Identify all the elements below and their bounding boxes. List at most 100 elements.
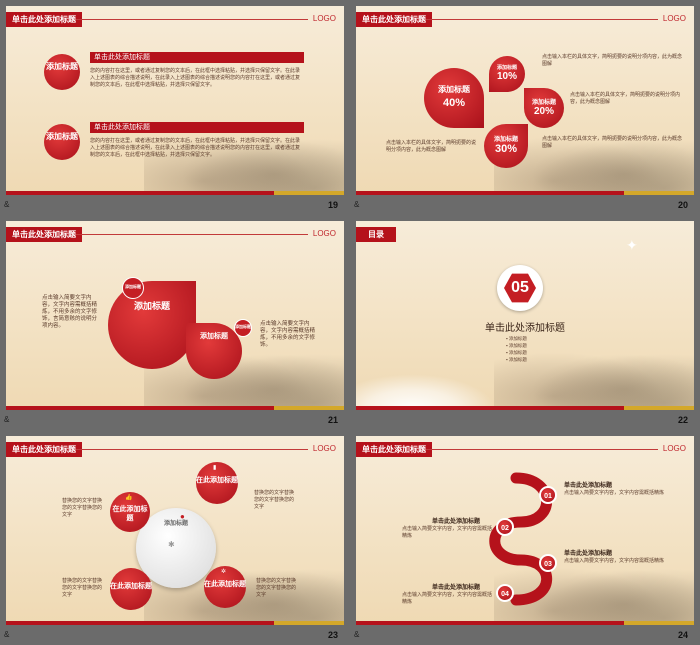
slide-number: 22	[677, 415, 688, 425]
number-ring: 05	[497, 265, 543, 311]
note-1: 点击输入本栏的具体文字，简明扼要的说明分项内容，此为概念图解	[542, 54, 683, 67]
small-drop: 添加标题	[186, 323, 242, 379]
section-bar-1: 单击此处添加标题	[90, 52, 304, 63]
paragraph-1: 您的内容打在这里，或者通过复制您的文本后，在此框中选择粘贴，并选择只保留文字。在…	[90, 68, 301, 88]
step-4-title: 单击此处添加标题	[432, 585, 481, 591]
title-rule	[76, 449, 308, 450]
big-drop: 添加标题	[108, 281, 196, 369]
toc-list: ▪ 添加标题 ▪ 添加标题 ▪ 添加标题 ▪ 添加标题	[506, 335, 527, 363]
slide-title: 单击此处添加标题	[6, 12, 82, 27]
slide-thumb-23[interactable]: 单击此处添加标题 LOGO 添加标题 ✱ ● 在此添加标题 👍 在此添加标题 ▮…	[0, 430, 350, 645]
bubble-4: 在此添加标题	[204, 566, 246, 608]
paragraph-2: 您的内容打在这里，或者通过复制您的文本后，在此框中选择粘贴，并选择只保留文字。在…	[90, 138, 301, 158]
slide-thumb-21[interactable]: 单击此处添加标题 LOGO 点击输入简要文字内容，文字内容需概括精炼，不用多余的…	[0, 215, 350, 430]
mountain-art	[494, 555, 694, 625]
title-rule	[76, 19, 308, 20]
thumb-caption: &	[4, 630, 10, 639]
title-rule	[76, 234, 308, 235]
lightbulb-icon: ✱	[168, 540, 175, 549]
center-wheel	[136, 508, 216, 588]
toc-item[interactable]: ▪ 添加标题	[506, 350, 527, 355]
slide-number: 20	[677, 200, 688, 210]
text-4: 替换您的文字替换您的文字替换您的文字	[256, 578, 297, 598]
dove-icon: ✦	[626, 237, 638, 253]
slide-thumb-20[interactable]: 单击此处添加标题 LOGO 添加标题 40% 添加标题 10% 添加标题 20%…	[350, 0, 700, 215]
mountain-art	[144, 125, 344, 195]
bottom-bar	[6, 191, 344, 195]
pct-30-label: 添加标题	[493, 137, 518, 143]
slide-thumb-19[interactable]: 单击此处添加标题 LOGO 添加标题 单击此处添加标题 您的内容打在这里，或者通…	[0, 0, 350, 215]
slide-number: 21	[327, 415, 338, 425]
pct-40-bubble: 添加标题 40%	[424, 68, 484, 128]
logo: LOGO	[312, 229, 336, 238]
text-2: 替换您的文字替换您的文字替换您的文字	[254, 490, 295, 510]
toc-tag: 目录	[356, 227, 396, 242]
slide-21[interactable]: 单击此处添加标题 LOGO 点击输入简要文字内容，文字内容需概括精炼，不用多余的…	[6, 221, 344, 410]
logo: LOGO	[312, 444, 336, 453]
slide-23[interactable]: 单击此处添加标题 LOGO 添加标题 ✱ ● 在此添加标题 👍 在此添加标题 ▮…	[6, 436, 344, 625]
logo: LOGO	[662, 14, 686, 23]
toc-item[interactable]: ▪ 添加标题	[506, 343, 527, 348]
thumbs-up-icon: 👍	[125, 495, 133, 501]
chart-icon: ▮	[213, 465, 217, 471]
pct-40-label: 添加标题	[438, 85, 470, 94]
note-2: 点击输入本栏的具体文字，简明扼要的说明分项内容，此为概念图解	[570, 92, 681, 105]
pct-10-label: 添加标题	[496, 65, 517, 71]
big-drop-title: 添加标题	[133, 301, 170, 311]
bottom-bar	[356, 191, 694, 195]
pct-20-value: 20%	[533, 106, 554, 117]
pct-10-bubble: 添加标题 10%	[489, 56, 525, 92]
center-label: 添加标题	[164, 521, 189, 527]
small-tag-1: 添加标题	[122, 277, 144, 299]
mountain-art	[494, 340, 694, 410]
small-tag-2: 添加标题	[234, 319, 252, 337]
bottom-bar	[6, 621, 344, 625]
logo: LOGO	[662, 444, 686, 453]
slide-22[interactable]: 目录 ✦ 05 单击此处添加标题 ▪ 添加标题 ▪ 添加标题 ▪ 添加标题 ▪ …	[356, 221, 694, 410]
bubble-1: 在此添加标题	[110, 492, 150, 532]
step-03: 03	[539, 554, 557, 572]
title-rule	[426, 19, 658, 20]
toc-item[interactable]: ▪ 添加标题	[506, 357, 527, 362]
step-3-text: 点击输入简要文字内容，文字内容需概括精炼	[564, 558, 665, 564]
slide-thumb-24[interactable]: 单击此处添加标题 LOGO 01 02 03 04 单击此处添加标题 点击输入简…	[350, 430, 700, 645]
step-2-title: 单击此处添加标题	[432, 519, 481, 525]
slide-title: 单击此处添加标题	[6, 227, 82, 242]
section-number: 05	[504, 273, 536, 303]
right-text: 点击输入简要文字内容，文字内容需概括精炼，不用多余的文字修饰。	[260, 321, 316, 348]
thumb-caption: &	[4, 415, 10, 424]
badge-2: 添加标题	[44, 124, 80, 160]
toc-item[interactable]: ▪ 添加标题	[506, 336, 527, 341]
thumb-caption: &	[354, 200, 360, 209]
text-3: 替换您的文字替换您的文字替换您的文字	[62, 578, 103, 598]
slide-number: 19	[327, 200, 338, 210]
cloud-art	[356, 374, 496, 410]
small-drop-title: 添加标题	[200, 333, 228, 340]
pct-10-value: 10%	[496, 71, 517, 82]
step-04: 04	[496, 584, 514, 602]
pct-20-bubble: 添加标题 20%	[524, 88, 564, 128]
slide-title: 单击此处添加标题	[356, 442, 432, 457]
thumb-caption: &	[354, 630, 360, 639]
note-3: 点击输入本栏的具体文字，简明扼要的说明分项内容，此为概念图解	[386, 140, 477, 153]
gear-icon: ✲	[221, 569, 227, 575]
title-rule	[426, 449, 658, 450]
step-01: 01	[539, 486, 557, 504]
pct-40-value: 40%	[442, 97, 466, 109]
slide-title: 单击此处添加标题	[356, 12, 432, 27]
slide-24[interactable]: 单击此处添加标题 LOGO 01 02 03 04 单击此处添加标题 点击输入简…	[356, 436, 694, 625]
step-4-text: 点击输入简要文字内容，文字内容需概括精炼	[402, 592, 493, 605]
bubble-3: 在此添加标题	[110, 568, 152, 610]
bottom-bar	[356, 621, 694, 625]
logo: LOGO	[312, 14, 336, 23]
section-bar-2: 单击此处添加标题	[90, 122, 304, 133]
slide-19[interactable]: 单击此处添加标题 LOGO 添加标题 单击此处添加标题 您的内容打在这里，或者通…	[6, 6, 344, 195]
slide-20[interactable]: 单击此处添加标题 LOGO 添加标题 40% 添加标题 10% 添加标题 20%…	[356, 6, 694, 195]
bottom-bar	[356, 406, 694, 410]
bottom-bar	[6, 406, 344, 410]
slide-thumb-22[interactable]: 目录 ✦ 05 单击此处添加标题 ▪ 添加标题 ▪ 添加标题 ▪ 添加标题 ▪ …	[350, 215, 700, 430]
pct-20-label: 添加标题	[531, 100, 556, 106]
step-2-text: 点击输入简要文字内容，文字内容需概括精炼	[402, 526, 493, 539]
text-1: 替换您的文字替换您的文字替换您的文字	[62, 498, 103, 518]
toc-heading: 单击此处添加标题	[485, 323, 565, 334]
